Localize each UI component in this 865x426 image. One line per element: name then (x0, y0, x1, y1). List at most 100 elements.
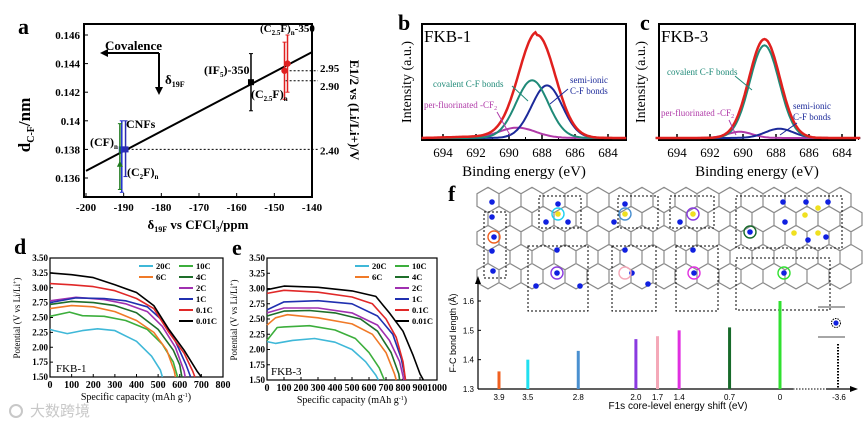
carbon-highlight-dot (555, 211, 561, 217)
highlighted-site-ring (777, 266, 791, 280)
highlighted-site-ring (618, 207, 632, 221)
legend-label-10C: 10C (412, 261, 427, 271)
x-tick-label: 200 (86, 380, 101, 391)
label-if5-350: (IF5)-350 (204, 63, 250, 79)
bar-2.0 (634, 339, 638, 389)
y-tick-label: 2.25 (32, 327, 48, 337)
hexagonal-carbon-lattice (476, 186, 863, 290)
highlighted-site-ring (551, 207, 565, 221)
arrow-left-icon (100, 49, 108, 57)
fluorine-atom-dot (533, 283, 539, 289)
label-c25fn: (C2.5F)n (251, 87, 288, 103)
pointer-covalent-b (511, 85, 529, 102)
y-tick-label: 0.144 (55, 59, 80, 71)
x-tick-label: 3.5 (522, 393, 534, 402)
fluorine-atom-dot (489, 214, 495, 220)
y-tick-label: 0.14 (61, 116, 81, 128)
x-tick-label: 600 (172, 380, 187, 391)
fluorine-atom-dot (691, 270, 697, 276)
plot-frame-a (83, 23, 313, 198)
x-tick-label: 200 (294, 383, 309, 394)
x-tick-label: -160 (227, 202, 248, 214)
legend-label-20C: 20C (156, 261, 171, 271)
x-tick-label: 686 (565, 145, 585, 160)
data-point-CNFs (122, 146, 129, 153)
pointer-semi-c (779, 122, 798, 136)
x-tick-label: 3.9 (493, 393, 505, 402)
panel-e: e 0 100 200 300 400 500 600 700 800 900 1000 1.50 1.… (229, 235, 447, 406)
label-cfn: (CF)n (90, 135, 118, 151)
label-semi-c-1: semi-ionic (793, 101, 831, 111)
y-tick-label: 2.75 (249, 299, 265, 309)
y-tick-label: 3.25 (249, 268, 265, 278)
sample-title-d: FKB-1 (56, 363, 87, 375)
label-c25fn-350: (C2.5F)n-350 (260, 23, 315, 37)
x-tick-label: 800 (396, 383, 411, 394)
panel-label-f: f (448, 181, 456, 206)
x-tick-label: 1000 (427, 383, 447, 394)
label-c2fn: (C2F)n (127, 165, 159, 181)
panel-label-b: b (398, 10, 410, 35)
y-axis-title-c: Intensity (a.u.) (634, 41, 649, 123)
x-axis-title-d: Specific capacity (mAh g-1) (81, 392, 191, 403)
fluorine-config-box (735, 257, 831, 311)
x-tick-label: 300 (107, 380, 122, 391)
x-tick-label: 500 (151, 380, 166, 391)
sample-title-e: FKB-3 (271, 366, 302, 378)
fluorine-atom-dot (677, 219, 683, 225)
x-tick-label: 400 (129, 380, 144, 391)
legend-label-20C: 20C (372, 261, 387, 271)
legend-label-1C: 1C (412, 294, 422, 304)
highlighted-site-ring (687, 266, 701, 280)
data-point-(C2.5F)n-350 (284, 60, 291, 67)
arrow-down-icon (155, 87, 163, 95)
x-axis-arrow-icon (850, 386, 858, 392)
label-perf-c: per-fluorinated -CF2 (661, 108, 734, 120)
pointer-covalent-c (734, 75, 753, 91)
legend-label-0.1C: 0.1C (412, 305, 429, 315)
y-tick-label: 2.75 (32, 298, 48, 308)
covalence-label: Covalence (105, 38, 162, 53)
fluorine-atom-dot (782, 219, 788, 225)
x-tick-label: 0 (265, 383, 270, 394)
x-tick-label: 400 (328, 383, 343, 394)
label-semi-b-1: semi-ionic (570, 75, 608, 85)
x-tick-label: 0 (48, 380, 53, 391)
data-point-(CF)n (118, 146, 125, 153)
fluorine-config-box (617, 195, 659, 229)
y-tick-label: 3.50 (32, 253, 48, 263)
legend-label-0.1C: 0.1C (196, 305, 213, 315)
x-tick-label: 686 (799, 145, 819, 160)
discharge-curve-6C (266, 313, 397, 381)
pointer-semi-b (549, 88, 569, 105)
inset-ring (831, 318, 841, 328)
x-axis-title-b: Binding energy (eV) (462, 164, 586, 180)
fluorine-atom-dot (780, 199, 786, 205)
bar-3.5 (526, 359, 530, 389)
x-tick-label: 690 (499, 145, 519, 160)
carbon-highlight-dot (622, 211, 628, 217)
carbon-highlight-dot (690, 211, 696, 217)
y-tick-label: 2.00 (249, 345, 265, 355)
bar-2.8 (576, 350, 580, 389)
inset-fluorine-dot (833, 320, 839, 326)
potential-value-label: 2.40 (320, 145, 340, 157)
fluorine-config-box (735, 195, 843, 249)
panel-c: c FKB-3 694 692 690 688 686 684 Intensity (a.… (634, 10, 861, 180)
x-tick-label: 100 (277, 383, 292, 394)
panel-d: d 0 100 200 300 400 500 600 700 800 1.50 1.75 2.00 2… (12, 234, 231, 403)
legend-label-4C: 4C (412, 272, 422, 282)
x-tick-label: 900 (413, 383, 428, 394)
discharge-curve-1C (266, 299, 407, 381)
label-semi-b-2: C-F bonds (570, 86, 608, 96)
highlighted-site-ring (743, 225, 757, 239)
bar-3.9 (497, 371, 501, 389)
right-axis-title-a: E1/2 vs (Li/Li+)/V (347, 60, 362, 161)
highlighted-site-ring (618, 266, 632, 280)
y-tick-label: 1.75 (32, 357, 48, 367)
y-tick-label: 0.138 (55, 144, 80, 156)
x-tick-label: -190 (114, 202, 135, 214)
bar-1.4 (677, 330, 681, 389)
x-tick-label: 700 (379, 383, 394, 394)
